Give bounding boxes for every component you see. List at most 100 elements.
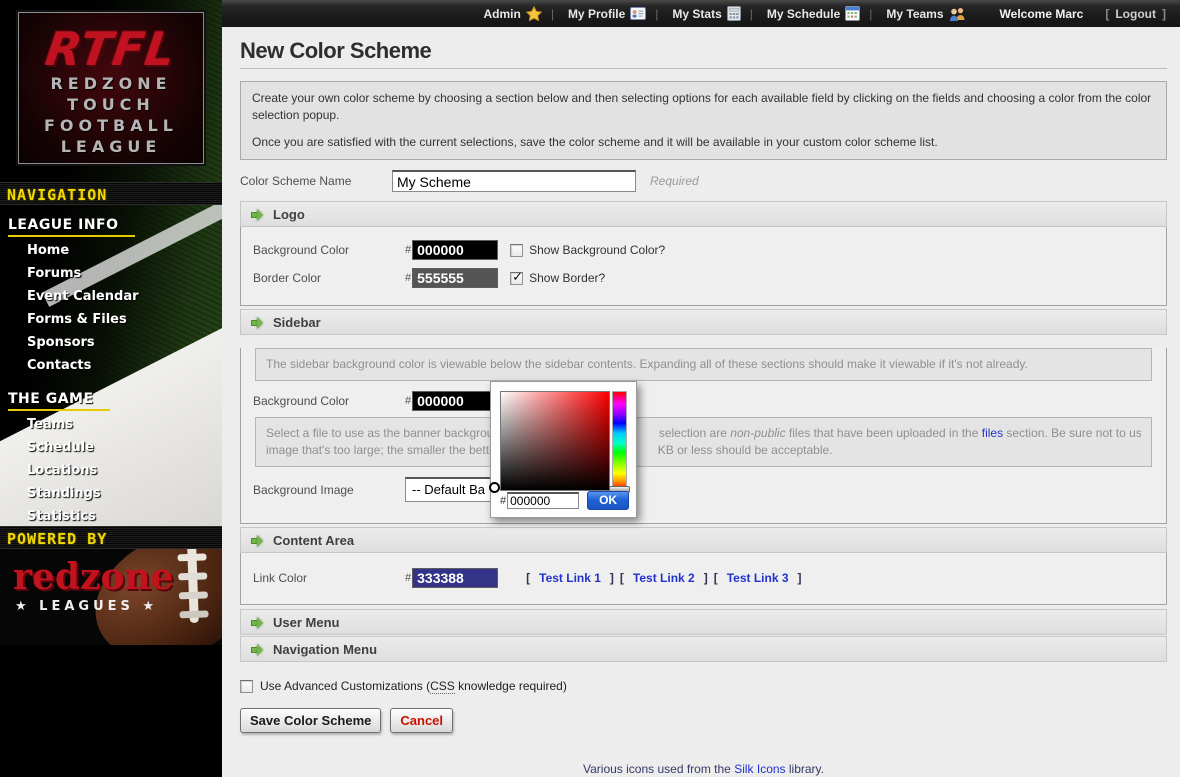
sidebar-item-teams[interactable]: Teams	[27, 417, 74, 432]
note-text: files that have been uploaded in the	[785, 426, 982, 440]
test-link-3[interactable]: Test Link 3	[726, 571, 789, 585]
field-label: Background Image	[253, 482, 354, 497]
field-row: Background Color # 000000	[241, 381, 1166, 411]
section-body-logo: Background Color # 000000 Show Backgroun…	[240, 227, 1167, 306]
sidebar-item-home[interactable]: Home	[27, 243, 70, 258]
note-text: image that's too large; the smaller the …	[266, 443, 500, 457]
navigation-led-banner: NAVIGATION	[0, 182, 222, 205]
field-row: Background Color # 000000 Show Backgroun…	[241, 227, 1166, 260]
footer: Various icons used from the Silk Icons l…	[240, 759, 1167, 777]
sidebar-item-statistics[interactable]: Statistics	[27, 509, 96, 524]
field-label: Background Color	[253, 394, 350, 408]
divider	[240, 68, 1167, 69]
sidebar-item-forums[interactable]: Forums	[27, 266, 82, 281]
bracket: ]	[1162, 6, 1166, 21]
leagues-wordmark: ★ LEAGUES ★	[15, 599, 159, 614]
menu-label: My Stats	[672, 6, 722, 21]
menu-label: Admin	[483, 6, 521, 21]
section-title: Navigation Menu	[273, 641, 378, 657]
section-header-content-area[interactable]: Content Area	[240, 527, 1167, 553]
logout-label: Logout	[1115, 6, 1156, 21]
nav-section-league-info: LEAGUE INFO	[8, 217, 135, 237]
sidebar-item-standings[interactable]: Standings	[27, 486, 101, 501]
color-swatch-input[interactable]: 555555	[412, 268, 499, 288]
save-color-scheme-button[interactable]: Save Color Scheme	[240, 708, 382, 733]
hash-prefix: #	[405, 395, 412, 407]
section-header-logo[interactable]: Logo	[240, 201, 1167, 227]
league-logo: RTFL REDZONE TOUCH FOOTBALL LEAGUE	[18, 12, 204, 164]
profile-card-icon	[630, 7, 647, 20]
menu-label: My Teams	[886, 6, 944, 21]
logo-line: TOUCH	[67, 95, 155, 114]
bracket: [	[526, 571, 531, 585]
sidebar-item-forms-files[interactable]: Forms & Files	[27, 312, 127, 327]
menu-label: My Schedule	[766, 6, 841, 21]
hash-prefix: #	[500, 494, 507, 507]
hue-strip[interactable]	[612, 391, 627, 491]
section-title: User Menu	[273, 614, 340, 630]
note-text: section. Be sure not to use an	[1006, 426, 1141, 440]
section-header-sidebar[interactable]: Sidebar	[240, 309, 1167, 335]
color-cursor[interactable]	[489, 482, 500, 493]
note-text-italic: non-public	[730, 426, 786, 440]
field-row: Background Image -- Default Ba	[241, 467, 1166, 502]
section-header-navigation-menu[interactable]: Navigation Menu	[240, 636, 1167, 662]
menu-item-my-profile[interactable]: My Profile	[542, 7, 647, 21]
sidebar-item-locations[interactable]: Locations	[27, 463, 98, 478]
test-link-2[interactable]: Test Link 2	[632, 571, 695, 585]
group-icon	[949, 7, 966, 21]
scheme-name-input[interactable]	[392, 170, 636, 192]
files-link[interactable]: files	[981, 426, 1004, 440]
field-label: Border Color	[253, 271, 322, 285]
picker-controls: # OK	[500, 491, 629, 510]
logout-button[interactable]: [ Logout ]	[1105, 7, 1166, 21]
menu-item-admin[interactable]: Admin	[483, 6, 542, 21]
show-background-color-checkbox[interactable]	[510, 243, 524, 257]
menu-item-my-schedule[interactable]: My Schedule	[741, 6, 861, 21]
redzone-leagues-logo: redzone ★ LEAGUES ★	[0, 549, 222, 645]
show-border-checkbox[interactable]	[510, 270, 524, 285]
intro-paragraph: Once you are satisfied with the current …	[252, 135, 938, 149]
section-title: Content Area	[273, 532, 355, 548]
ok-button[interactable]: OK	[587, 491, 629, 510]
field-row: Link Color # 333388 [Test Link 1] [Test …	[241, 553, 1166, 588]
logo-line: REDZONE	[50, 74, 172, 93]
color-picker-popup: # OK	[489, 381, 637, 518]
color-swatch-input[interactable]: 000000	[412, 240, 499, 260]
saturation-value-square[interactable]	[500, 391, 610, 491]
color-swatch-input[interactable]: 000000	[412, 391, 499, 411]
welcome-user-label: Welcome Marc	[999, 6, 1084, 21]
bracket: [	[619, 571, 624, 585]
page-title: New Color Scheme	[240, 38, 432, 63]
section-header-user-menu[interactable]: User Menu	[240, 609, 1167, 635]
advanced-label: Use Advanced Customizations (CSS knowled…	[260, 679, 567, 694]
menu-item-my-stats[interactable]: My Stats	[646, 6, 741, 21]
sidebar-item-contacts[interactable]: Contacts	[27, 358, 92, 373]
sidebar-item-schedule[interactable]: Schedule	[27, 440, 94, 455]
note-text: Select a file to use as the banner backg…	[266, 426, 507, 440]
expand-arrow-icon	[251, 534, 264, 547]
silk-icons-link[interactable]: Silk Icons	[734, 762, 786, 776]
menu-item-my-teams[interactable]: My Teams	[860, 7, 965, 21]
calculator-icon	[726, 6, 741, 21]
scheme-name-label: Color Scheme Name	[240, 174, 352, 188]
advanced-customizations-checkbox[interactable]	[240, 679, 253, 693]
sidebar: RTFL REDZONE TOUCH FOOTBALL LEAGUE NAVIG…	[0, 0, 222, 777]
intro-box: Create your own color scheme by choosing…	[240, 81, 1167, 160]
hash-prefix: #	[405, 272, 412, 284]
scheme-name-row: Color Scheme Name Required	[240, 170, 1167, 192]
field-row: Border Color # 555555 Show Border?	[241, 260, 1166, 288]
color-swatch-input[interactable]: 333388	[412, 568, 499, 588]
bracket: [	[713, 571, 718, 585]
redzone-wordmark: redzone	[13, 556, 174, 598]
test-link-1[interactable]: Test Link 1	[539, 571, 601, 585]
note-text: KB or less should be acceptable.	[657, 443, 833, 457]
section-title: Sidebar	[273, 314, 321, 330]
background-image-note: Select a file to use as the banner backg…	[255, 417, 1152, 467]
sidebar-item-sponsors[interactable]: Sponsors	[27, 335, 95, 350]
sidebar-item-event-calendar[interactable]: Event Calendar	[27, 289, 139, 304]
hex-color-input[interactable]	[507, 492, 580, 509]
cancel-button[interactable]: Cancel	[390, 708, 454, 733]
advanced-customizations-row: Use Advanced Customizations (CSS knowled…	[240, 679, 1167, 694]
